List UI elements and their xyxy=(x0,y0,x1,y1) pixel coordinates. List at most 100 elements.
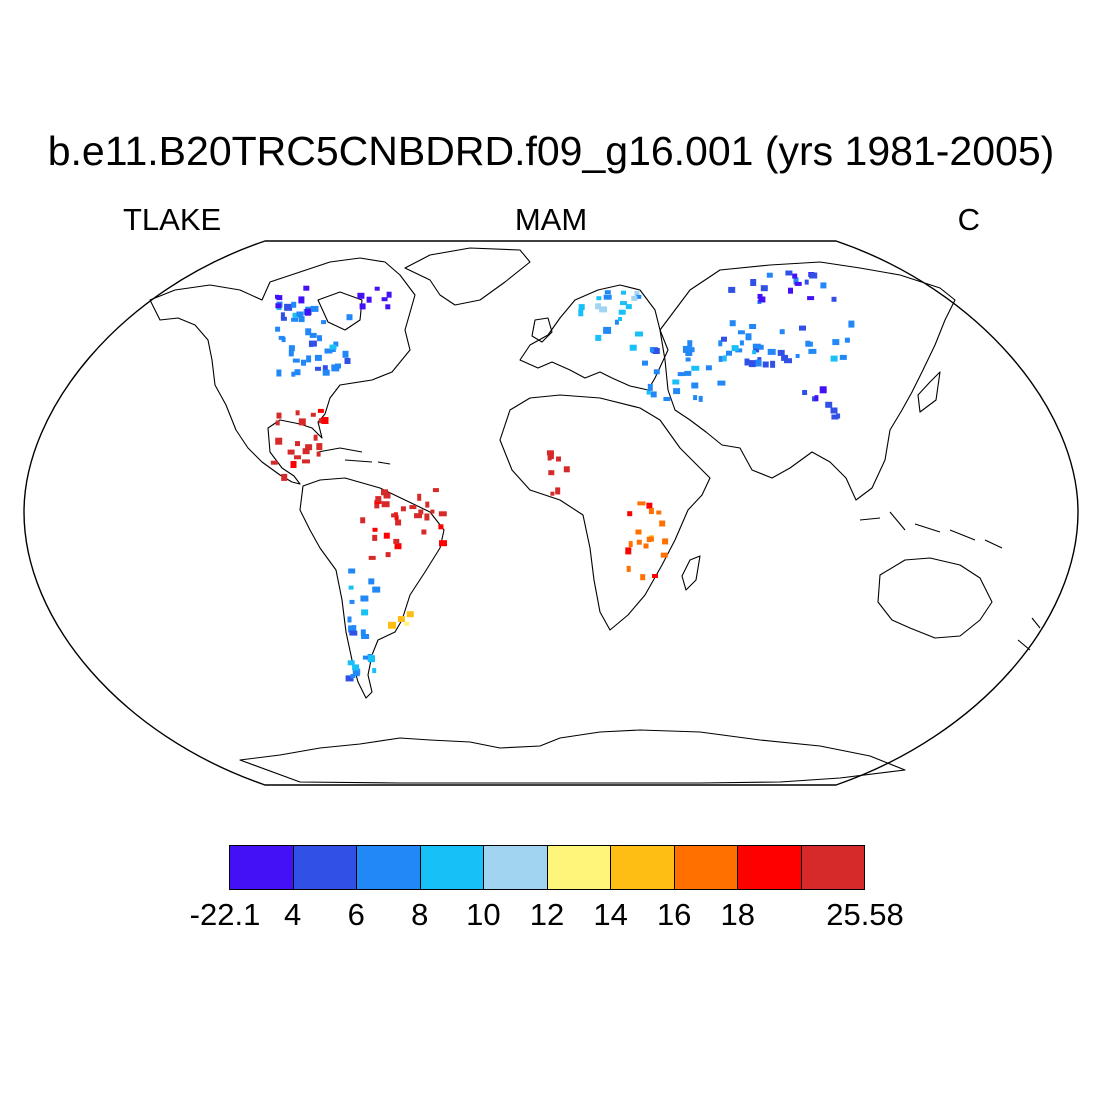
lake-cell xyxy=(372,527,378,532)
lake-cell xyxy=(368,555,376,560)
lake-cell xyxy=(637,501,646,506)
lake-cell xyxy=(627,511,633,517)
lake-cell xyxy=(345,675,354,682)
north-america-coast xyxy=(149,257,416,485)
lake-cell xyxy=(361,634,370,639)
lake-cell xyxy=(603,294,612,300)
lake-cell xyxy=(329,344,337,350)
lake-cell xyxy=(636,294,642,299)
lake-cell xyxy=(275,294,279,299)
lake-cell xyxy=(784,358,792,364)
lake-cell xyxy=(329,348,336,352)
lake-cell xyxy=(342,350,349,358)
lake-cell xyxy=(745,333,752,341)
lake-cell xyxy=(362,655,369,660)
lake-cell xyxy=(549,452,554,460)
lake-cell xyxy=(809,272,818,279)
lake-cell xyxy=(276,412,282,419)
lake-cell xyxy=(831,296,837,302)
lake-cell xyxy=(317,335,322,342)
japan-coast xyxy=(917,371,941,413)
colorbar-box-1 xyxy=(293,846,357,889)
lake-cell xyxy=(770,360,776,368)
lake-cell xyxy=(618,309,626,315)
lake-cell xyxy=(804,279,809,285)
lake-cell xyxy=(640,574,646,581)
lake-cell xyxy=(728,286,736,293)
lake-cell xyxy=(830,355,838,362)
colorbar-box-8 xyxy=(738,846,802,889)
lake-cell xyxy=(430,509,435,514)
lake-cell xyxy=(662,538,669,545)
lake-cell xyxy=(333,341,339,347)
lake-cell xyxy=(275,303,282,309)
lake-cell xyxy=(438,524,444,530)
lake-cell xyxy=(792,273,798,279)
lake-cell xyxy=(305,328,312,336)
lake-cell xyxy=(302,448,310,455)
lake-cell xyxy=(721,336,727,342)
lake-cell xyxy=(288,350,294,357)
lake-cell xyxy=(802,390,808,395)
lake-cell xyxy=(278,335,285,340)
lake-cell xyxy=(316,443,323,451)
lake-cell xyxy=(779,329,785,335)
lake-cell xyxy=(832,339,840,346)
lake-cell xyxy=(397,616,405,622)
africa-coast xyxy=(499,394,711,631)
colorbar-box-4 xyxy=(484,846,548,889)
lake-cell xyxy=(295,410,300,416)
lake-cell xyxy=(315,366,321,371)
colorbar-box-3 xyxy=(420,846,484,889)
lake-cell xyxy=(322,369,330,376)
lake-cell xyxy=(386,291,392,298)
lake-cell xyxy=(372,586,381,593)
lake-cell xyxy=(830,407,838,414)
colorbar-label-5: 12 xyxy=(529,897,565,932)
lake-cell xyxy=(298,296,305,304)
lake-cell xyxy=(302,459,310,464)
lake-cell xyxy=(555,487,561,495)
lake-cell xyxy=(698,395,703,402)
lake-cell xyxy=(291,371,296,377)
lake-cell xyxy=(304,308,311,316)
indonesia-coast xyxy=(859,511,1003,549)
lake-cell xyxy=(438,511,447,517)
lake-cell xyxy=(654,347,659,354)
lake-cell xyxy=(799,325,806,331)
colorbar-label-1: 4 xyxy=(283,897,302,932)
greenland-coast xyxy=(404,247,531,306)
lake-cell xyxy=(793,277,799,285)
lake-cell xyxy=(275,437,283,445)
lake-cell xyxy=(748,360,756,368)
lake-cell xyxy=(750,279,757,286)
lake-cell xyxy=(280,312,285,319)
lake-cell xyxy=(322,365,328,372)
lake-cell xyxy=(663,397,671,401)
lake-cell xyxy=(306,355,312,363)
lake-cell xyxy=(360,595,369,602)
lake-cell xyxy=(650,391,657,398)
lake-cell xyxy=(691,365,700,371)
colorbar-box-9 xyxy=(801,846,864,889)
lake-cell xyxy=(359,303,366,310)
lake-cell xyxy=(687,340,693,348)
lake-cell xyxy=(432,488,439,493)
lake-cell xyxy=(646,536,654,542)
lake-cell xyxy=(547,454,552,461)
lake-cell xyxy=(383,492,391,499)
lake-cell xyxy=(301,359,306,366)
lake-cell xyxy=(689,347,695,353)
lake-cell xyxy=(385,552,391,558)
colorbar-label-4: 10 xyxy=(466,897,501,932)
hudson-bay xyxy=(317,291,363,331)
colorbar-label-7: 16 xyxy=(656,897,692,932)
lake-cell xyxy=(794,281,802,286)
lake-cell xyxy=(366,296,372,303)
lake-cell xyxy=(673,388,681,395)
colorbar-box-0 xyxy=(230,846,294,889)
lake-cell xyxy=(652,574,658,578)
lake-cell xyxy=(839,354,847,360)
lake-cell xyxy=(599,306,608,313)
